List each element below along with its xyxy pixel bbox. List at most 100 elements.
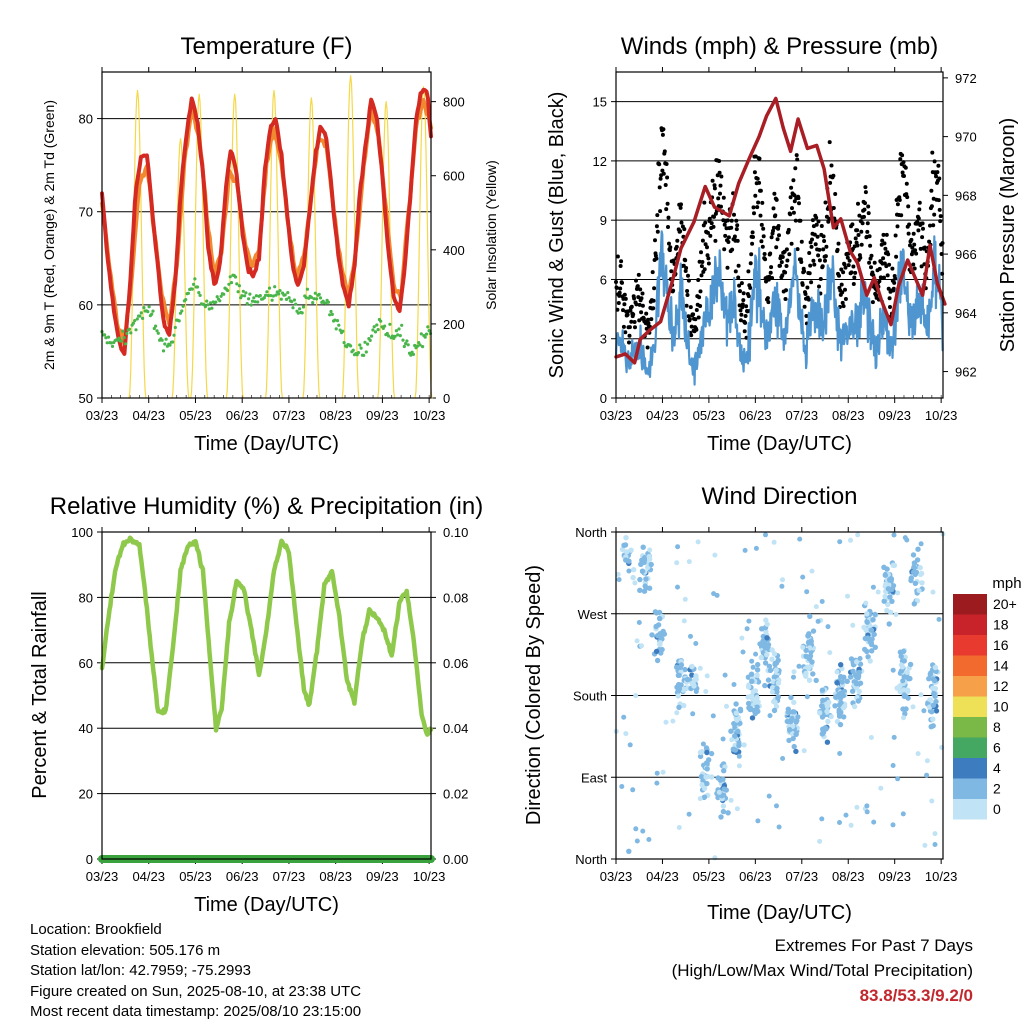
plot-border [615, 531, 944, 860]
dewpoint-point [124, 342, 128, 346]
gust-point [709, 221, 714, 226]
direction-point [732, 721, 738, 728]
direction-point [763, 617, 769, 623]
gust-point [675, 238, 680, 243]
gust-point [746, 269, 751, 274]
direction-point [864, 619, 870, 625]
direction-point [674, 560, 680, 566]
extremes-title: Extremes For Past 7 Days [774, 936, 973, 955]
gust-point [661, 171, 666, 176]
pressure-line [614, 96, 947, 365]
gust-point [937, 176, 942, 181]
gust-point [935, 170, 940, 175]
direction-point [845, 593, 850, 599]
gust-point [837, 273, 841, 278]
direction-point [741, 742, 747, 748]
direction-point [729, 737, 735, 743]
dewpoint-point [329, 309, 333, 314]
x-tick-label: 08/23 [832, 869, 865, 884]
direction-point [929, 798, 935, 804]
direction-point [615, 571, 621, 577]
y-tick-label: 100 [71, 525, 93, 540]
direction-point [653, 648, 660, 655]
dewpoint-point [249, 303, 253, 307]
gust-point [645, 345, 650, 350]
gust-point [831, 206, 836, 210]
gust-point [797, 201, 801, 206]
direction-point [915, 751, 921, 757]
gust-point [683, 269, 688, 273]
dewpoint-point [351, 348, 355, 352]
gust-point [836, 241, 841, 246]
gust-point [678, 205, 683, 210]
gust-point [703, 242, 708, 247]
direction-point [853, 679, 859, 686]
dewpoint-point [396, 333, 400, 337]
direction-point [690, 680, 696, 686]
direction-point [639, 643, 644, 649]
dewpoint-point [283, 293, 287, 297]
gust-point [742, 329, 747, 334]
direction-point [765, 642, 772, 648]
direction-point [704, 673, 710, 679]
dewpoint-point [103, 333, 107, 337]
dewpoint-point [210, 306, 214, 310]
direction-point [712, 552, 718, 558]
dewpoint-point [328, 313, 332, 317]
gust-point [658, 209, 663, 214]
direction-point [895, 776, 901, 782]
direction-point [857, 656, 863, 661]
dewpoint-point [427, 329, 431, 333]
dewpoint-point [334, 327, 338, 331]
direction-point [771, 707, 778, 714]
gust-point [726, 235, 731, 240]
dewpoint-point [184, 298, 188, 302]
gust-point [758, 213, 763, 218]
dewpoint-point [240, 294, 244, 298]
gust-point [654, 224, 659, 229]
gust-point [751, 205, 756, 210]
legend-swatch [953, 696, 987, 717]
direction-point [932, 677, 938, 684]
direction-point [898, 668, 904, 674]
dewpoint-point [270, 298, 274, 302]
dewpoint-point [313, 291, 317, 295]
direction-point [740, 649, 746, 655]
y2-tick-label: 0.08 [443, 590, 468, 605]
gust-point [716, 196, 721, 201]
gust-point [769, 265, 774, 270]
direction-point [885, 601, 891, 608]
direction-point [837, 721, 844, 728]
direction-point [766, 793, 772, 799]
gust-point [719, 174, 724, 179]
direction-point [663, 719, 669, 725]
direction-point [779, 583, 785, 589]
legend-label: 0 [993, 801, 1001, 817]
direction-point [750, 696, 756, 702]
direction-point [890, 822, 896, 828]
direction-point [773, 703, 780, 710]
gust-point [665, 175, 670, 180]
x-tick-label: 10/23 [413, 869, 446, 884]
gust-point [636, 295, 641, 300]
x-tick-label: 10/23 [925, 408, 958, 423]
y2-tick-label: 800 [443, 95, 465, 110]
dewpoint-point [426, 325, 430, 329]
direction-point [659, 646, 665, 653]
gust-point [779, 260, 784, 265]
gust-point [802, 269, 807, 274]
gust-point [631, 312, 636, 317]
legend-swatch [953, 717, 987, 738]
direction-point [732, 733, 738, 739]
gust-point [906, 204, 911, 209]
gust-point [686, 278, 691, 283]
direction-point [654, 780, 660, 786]
gust-point [849, 270, 854, 275]
plot-border [101, 531, 432, 860]
direction-point [649, 632, 655, 638]
dewpoint-point [181, 304, 185, 308]
gust-point [637, 302, 642, 307]
direction-point [870, 584, 876, 590]
gust-point [809, 244, 814, 249]
gust-point [761, 234, 766, 239]
